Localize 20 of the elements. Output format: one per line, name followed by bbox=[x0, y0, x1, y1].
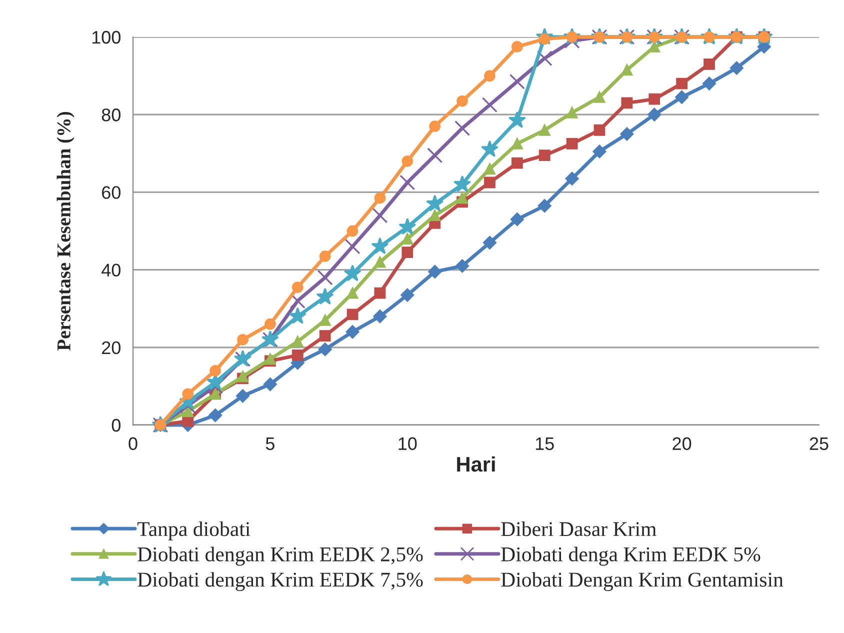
x-tick-label: 10 bbox=[398, 437, 417, 450]
y-axis-title: Persentase Kesembuhan (%) bbox=[56, 112, 74, 351]
x-tick-label: 5 bbox=[266, 437, 274, 450]
y-tick-label: 20 bbox=[102, 341, 120, 354]
legend-label: Diobati dengan Krim EEDK 2,5% bbox=[138, 546, 423, 566]
x-tick-label: 0 bbox=[128, 437, 138, 450]
y-tick-label: 80 bbox=[102, 108, 120, 122]
y-tick-label: 100 bbox=[92, 30, 120, 44]
x-tick-label: 25 bbox=[810, 437, 828, 450]
y-tick-label: 40 bbox=[102, 264, 120, 277]
legend-label: Diobati denga Krim EEDK 5% bbox=[501, 546, 760, 566]
y-tick-label: 60 bbox=[102, 186, 120, 199]
legend-label: Tanpa diobati bbox=[137, 521, 250, 540]
x-tick-label: 20 bbox=[672, 437, 692, 450]
legend-label: Diobati Dengan Krim Gentamisin bbox=[501, 572, 784, 592]
x-axis-title: Hari bbox=[457, 456, 495, 472]
x-tick-label: 15 bbox=[536, 437, 554, 450]
y-tick-label: 0 bbox=[112, 418, 120, 432]
legend-label: Diberi Dasar Krim bbox=[501, 521, 656, 536]
legend-label: Diobati dengan Krim EEDK 7,5% bbox=[138, 572, 423, 592]
